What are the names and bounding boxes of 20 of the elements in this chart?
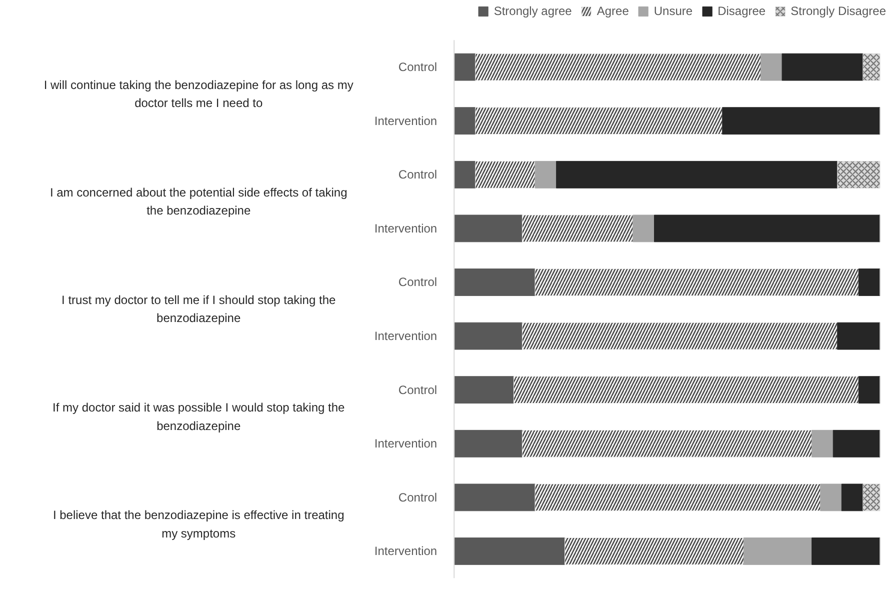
y-tick-label: Intervention xyxy=(374,436,438,451)
text: I trust my doctor to tell me if I should stop taking the benzodiazepine xyxy=(62,293,336,326)
text: I will continue taking the benzodiazepine for as long as my doctor tells me I need to xyxy=(44,78,354,110)
text: If my doctor said it was possible I would stop taking the benzodiazepine xyxy=(52,400,346,433)
legend-label: Unsure xyxy=(654,4,693,18)
y-tick-label: Intervention xyxy=(374,114,438,128)
legend-label: Disagree xyxy=(718,4,766,18)
y-tick-label: Intervention xyxy=(374,221,438,236)
legend-label: Strongly agree xyxy=(494,4,572,18)
y-tick-label: Control xyxy=(398,382,438,397)
y-tick-label: Control xyxy=(398,168,438,182)
legend-label: Agree xyxy=(596,4,629,18)
y-tick-label: Intervention xyxy=(374,544,438,558)
text: I believe that the benzodiazepine is effective in treating my symptoms xyxy=(52,508,344,540)
text: I am concerned about the potential side effects of taking the benzodiazepine xyxy=(50,185,348,218)
y-tick-label: Intervention xyxy=(374,329,438,344)
y-tick-label: Control xyxy=(398,490,438,504)
y-tick-label: Control xyxy=(398,60,438,74)
legend-label: Strongly Disagree xyxy=(790,4,886,18)
y-tick-label: Control xyxy=(398,275,438,290)
